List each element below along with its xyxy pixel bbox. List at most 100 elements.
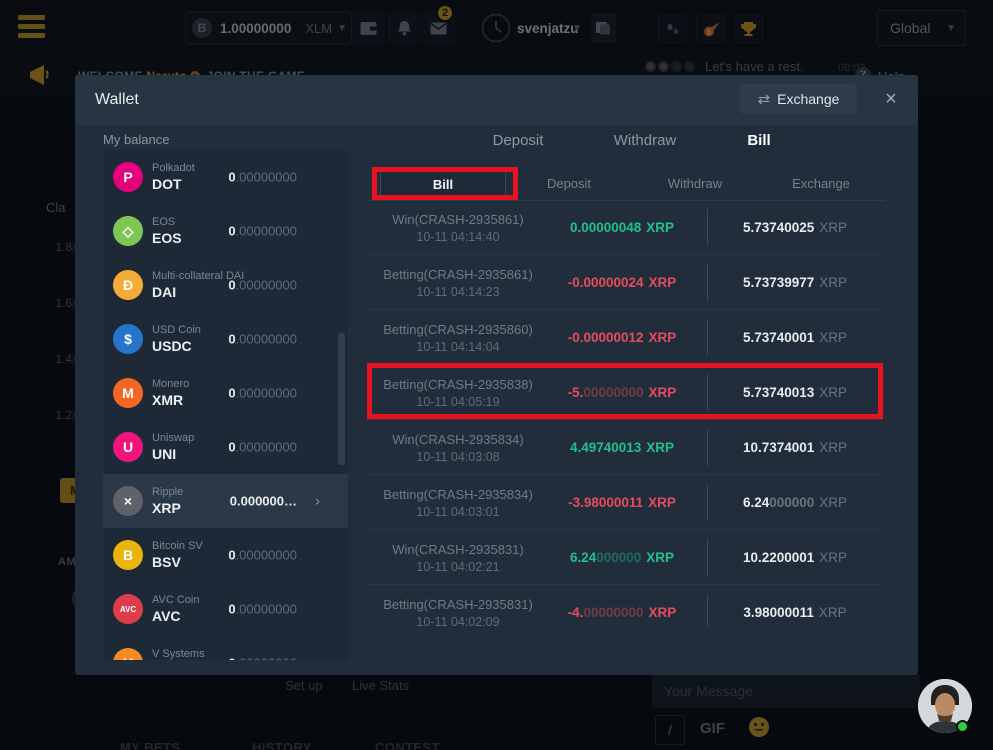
transaction-row: Betting(CRASH-2935834) 10-11 04:03:01 -3.…	[367, 475, 883, 530]
coin-symbol: EOS	[152, 230, 182, 246]
transactions-table: Win(CRASH-2935861) 10-11 04:14:40 0.00000…	[367, 200, 883, 627]
tx-time: 10-11 04:03:01	[416, 504, 500, 519]
tab-bill[interactable]: Bill	[747, 132, 771, 149]
coin-row-bsv[interactable]: B Bitcoin SV BSV 0.00000000	[103, 528, 348, 582]
coin-name: USD Coin	[152, 324, 201, 336]
avc-coin-icon: AVC	[113, 594, 143, 624]
usdc-coin-icon: $	[113, 324, 143, 354]
coin-name: Ripple	[152, 486, 184, 498]
swap-icon: ⇄	[757, 91, 771, 108]
tx-balance: 10.2200001 XRP	[742, 550, 848, 565]
tx-time: 10-11 04:02:21	[416, 559, 500, 574]
coin-row-usdc[interactable]: $ USD Coin USDC 0.00000000	[103, 312, 348, 366]
tx-amount: -4. 00000000 XRP	[567, 605, 677, 620]
subtab-deposit[interactable]: Deposit	[546, 176, 592, 191]
coin-name: V Systems	[152, 648, 205, 660]
divider	[707, 429, 708, 466]
divider	[707, 319, 708, 356]
tab-withdraw[interactable]: Withdraw	[613, 132, 677, 149]
coin-symbol: AVC	[152, 608, 181, 624]
divider	[707, 539, 708, 576]
tx-time: 10-11 04:05:19	[416, 394, 500, 409]
coin-row-uni[interactable]: U Uniswap UNI 0.00000000	[103, 420, 348, 474]
coin-balance: 0.000000…	[229, 493, 297, 509]
dai-coin-icon: Ð	[113, 270, 143, 300]
coin-row-avc[interactable]: AVC AVC Coin AVC 0.00000000	[103, 582, 348, 636]
tx-label: Betting(CRASH-2935834)	[383, 486, 533, 502]
tx-balance: 5.73740001 XRP	[742, 330, 848, 345]
avatar-photo	[918, 679, 972, 733]
tx-time: 10-11 04:14:23	[416, 284, 500, 299]
wallet-modal: Wallet ⇄ Exchange × My balance P Polkado…	[75, 75, 918, 675]
tx-amount: -0.00000024 XRP	[567, 275, 677, 290]
close-icon[interactable]: ×	[885, 88, 897, 110]
tx-balance: 5.73739977 XRP	[742, 275, 848, 290]
tx-balance: 3.98000011 XRP	[743, 605, 847, 620]
tab-deposit[interactable]: Deposit	[492, 132, 544, 149]
tx-balance: 10.7374001 XRP	[742, 440, 848, 455]
coin-symbol: DOT	[152, 176, 182, 192]
tx-label: Betting(CRASH-2935831)	[383, 596, 533, 612]
coin-name: EOS	[152, 216, 176, 228]
subtab-bill[interactable]: Bill	[380, 169, 506, 199]
tx-amount: 6.24 000000 XRP	[569, 550, 675, 565]
tx-time: 10-11 04:03:08	[416, 449, 500, 464]
tx-time: 10-11 04:02:09	[416, 614, 500, 628]
modal-header: Wallet ⇄ Exchange ×	[75, 75, 918, 125]
modal-title: Wallet	[95, 91, 139, 108]
my-balance-heading: My balance	[103, 132, 170, 147]
coin-symbol: USDC	[152, 338, 192, 354]
tx-amount: -0.00000012 XRP	[567, 330, 677, 345]
coin-balance: 0.00000000	[228, 223, 297, 239]
exchange-button[interactable]: ⇄ Exchange	[740, 84, 857, 114]
coin-name: Bitcoin SV	[152, 540, 203, 552]
coin-symbol: UNI	[152, 446, 177, 462]
tx-label: Win(CRASH-2935831)	[392, 541, 524, 557]
coin-balance: 0.00000000	[228, 331, 297, 347]
tx-time: 10-11 04:14:40	[416, 229, 500, 244]
tx-label: Win(CRASH-2935834)	[392, 431, 524, 447]
tx-amount: -3.98000011 XRP	[568, 495, 676, 510]
subtab-withdraw[interactable]: Withdraw	[667, 176, 723, 191]
coin-name: Polkadot	[152, 162, 195, 174]
coin-balance: 0.00000000	[228, 547, 297, 563]
coin-name: Monero	[152, 378, 190, 390]
divider	[707, 374, 708, 411]
coin-balance: 0.00000000	[228, 656, 297, 661]
transaction-row: Betting(CRASH-2935831) 10-11 04:02:09 -4.…	[367, 585, 883, 627]
divider	[707, 209, 708, 246]
chevron-right-icon: ›	[315, 492, 320, 510]
coin-symbol: BSV	[152, 554, 181, 570]
tx-balance: 6.24 000000 XRP	[742, 495, 848, 510]
coin-row-xmr[interactable]: M Monero XMR 0.00000000	[103, 366, 348, 420]
coin-row-xrp-selected[interactable]: × Ripple XRP 0.000000… ›	[103, 474, 348, 528]
user-avatar[interactable]	[918, 679, 972, 733]
tx-amount: 4.49740013 XRP	[569, 440, 675, 455]
coin-row-eos[interactable]: ◇ EOS EOS 0.00000000	[103, 204, 348, 258]
coin-balance: 0.00000000	[228, 277, 297, 293]
transaction-row-annotated: Betting(CRASH-2935838) 10-11 04:05:19 -5.…	[367, 365, 883, 420]
tx-balance: 5.73740025 XRP	[742, 220, 848, 235]
transaction-row: Win(CRASH-2935831) 10-11 04:02:21 6.24 000…	[367, 530, 883, 585]
transaction-row: Win(CRASH-2935861) 10-11 04:14:40 0.00000…	[367, 200, 883, 255]
coin-symbol: DAI	[152, 284, 177, 300]
uni-coin-icon: U	[113, 432, 143, 462]
tx-amount: 0.00000048 XRP	[569, 220, 675, 235]
eos-coin-icon: ◇	[113, 216, 143, 246]
subtab-exchange[interactable]: Exchange	[792, 176, 850, 191]
coin-symbol: XMR	[152, 392, 184, 408]
tx-label: Betting(CRASH-2935838)	[383, 376, 533, 392]
tx-amount: -5. 00000000 XRP	[567, 385, 677, 400]
vsys-coin-icon: V	[113, 648, 143, 660]
divider	[707, 484, 708, 521]
coin-row-vsys[interactable]: V V SystemsVSYS 0.00000000	[103, 636, 348, 660]
coin-row-dot[interactable]: P Polkadot DOT 0.00000000	[103, 150, 348, 204]
online-status-dot	[956, 720, 969, 733]
scrollbar-thumb[interactable]	[338, 333, 345, 465]
coin-name: AVC Coin	[152, 594, 200, 606]
coin-name: Uniswap	[152, 432, 195, 444]
tx-label: Win(CRASH-2935861)	[392, 211, 524, 227]
transaction-row: Betting(CRASH-2935860) 10-11 04:14:04 -0.…	[367, 310, 883, 365]
coin-row-dai[interactable]: Ð Multi-collateral DAI DAI 0.00000000	[103, 258, 348, 312]
transaction-row: Betting(CRASH-2935861) 10-11 04:14:23 -0.…	[367, 255, 883, 310]
